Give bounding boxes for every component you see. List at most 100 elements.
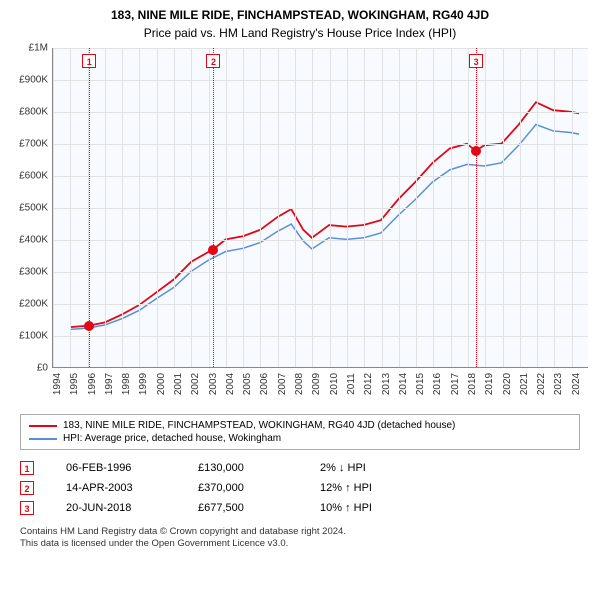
gridline-vertical xyxy=(191,48,192,367)
event-dot xyxy=(208,245,218,255)
x-tick-label: 2024 xyxy=(571,373,582,395)
y-tick-label: £1M xyxy=(29,43,48,54)
gridline-vertical xyxy=(416,48,417,367)
event-marker-box: 3 xyxy=(469,54,483,68)
gridline-vertical xyxy=(243,48,244,367)
legend-item: 183, NINE MILE RIDE, FINCHAMPSTEAD, WOKI… xyxy=(29,419,571,432)
x-tick-label: 1998 xyxy=(121,373,132,395)
gridline-vertical xyxy=(503,48,504,367)
gridline-horizontal xyxy=(53,272,588,273)
gridline-vertical xyxy=(485,48,486,367)
event-marker-box: 1 xyxy=(82,54,96,68)
gridline-vertical xyxy=(122,48,123,367)
x-tick-label: 2009 xyxy=(311,373,322,395)
event-row: 3 20-JUN-2018 £677,500 10% ↑ HPI xyxy=(20,498,580,518)
gridline-vertical xyxy=(295,48,296,367)
x-tick-label: 2022 xyxy=(536,373,547,395)
x-tick-label: 2015 xyxy=(415,373,426,395)
gridline-vertical xyxy=(382,48,383,367)
x-tick-label: 2011 xyxy=(346,373,357,395)
x-tick-label: 2007 xyxy=(277,373,288,395)
x-tick-label: 2020 xyxy=(502,373,513,395)
x-tick-label: 1996 xyxy=(87,373,98,395)
legend-swatch xyxy=(29,425,57,427)
gridline-vertical xyxy=(347,48,348,367)
x-tick-label: 2000 xyxy=(156,373,167,395)
gridline-vertical xyxy=(451,48,452,367)
gridline-vertical xyxy=(468,48,469,367)
y-tick-label: £300K xyxy=(19,267,48,278)
chart-subtitle: Price paid vs. HM Land Registry's House … xyxy=(8,26,592,40)
plot-area: 1 2 3 xyxy=(52,48,588,368)
x-tick-label: 2001 xyxy=(173,373,184,395)
x-tick-label: 2023 xyxy=(553,373,564,395)
gridline-horizontal xyxy=(53,304,588,305)
event-number-box: 1 xyxy=(20,461,34,475)
gridline-vertical xyxy=(209,48,210,367)
event-price: £370,000 xyxy=(198,482,288,494)
footer-attribution: Contains HM Land Registry data © Crown c… xyxy=(20,526,592,551)
gridline-vertical xyxy=(312,48,313,367)
gridline-horizontal xyxy=(53,80,588,81)
gridline-horizontal xyxy=(53,336,588,337)
legend-swatch xyxy=(29,438,57,440)
gridline-vertical xyxy=(260,48,261,367)
y-tick-label: £500K xyxy=(19,203,48,214)
gridline-vertical xyxy=(278,48,279,367)
y-tick-label: £900K xyxy=(19,75,48,86)
event-date: 20-JUN-2018 xyxy=(66,502,166,514)
x-tick-label: 2016 xyxy=(432,373,443,395)
gridline-vertical xyxy=(537,48,538,367)
gridline-horizontal xyxy=(53,48,588,49)
chart-title: 183, NINE MILE RIDE, FINCHAMPSTEAD, WOKI… xyxy=(8,8,592,22)
event-pct: 2% ↓ HPI xyxy=(320,462,430,474)
event-dot xyxy=(471,146,481,156)
legend-label: HPI: Average price, detached house, Woki… xyxy=(63,433,281,444)
event-pct: 10% ↑ HPI xyxy=(320,502,430,514)
x-tick-label: 2008 xyxy=(294,373,305,395)
y-tick-label: £600K xyxy=(19,171,48,182)
y-tick-label: £800K xyxy=(19,107,48,118)
y-tick-label: £100K xyxy=(19,331,48,342)
gridline-vertical xyxy=(330,48,331,367)
x-tick-label: 1997 xyxy=(104,373,115,395)
y-tick-label: £700K xyxy=(19,139,48,150)
event-row: 106-FEB-1996£130,0002% ↓ HPI xyxy=(20,458,580,478)
x-tick-label: 2017 xyxy=(450,373,461,395)
gridline-vertical xyxy=(174,48,175,367)
y-tick-label: £200K xyxy=(19,299,48,310)
gridline-vertical xyxy=(433,48,434,367)
y-tick-label: £0 xyxy=(37,363,48,374)
footer-line-2: This data is licensed under the Open Gov… xyxy=(20,538,592,550)
x-tick-label: 2004 xyxy=(225,373,236,395)
x-tick-label: 2003 xyxy=(208,373,219,395)
chart-area: £0 £100K £200K £300K £400K £500K £600K £700K £80… xyxy=(8,48,592,408)
gridline-vertical xyxy=(157,48,158,367)
events-table: 106-FEB-1996£130,0002% ↓ HPI214-APR-2003… xyxy=(20,458,580,518)
y-tick-label: £400K xyxy=(19,235,48,246)
x-tick-label: 2014 xyxy=(398,373,409,395)
gridline-vertical xyxy=(226,48,227,367)
event-dot xyxy=(84,321,94,331)
x-tick-label: 1999 xyxy=(138,373,149,395)
event-date: 14-APR-2003 xyxy=(66,482,166,494)
gridline-horizontal xyxy=(53,208,588,209)
legend: 183, NINE MILE RIDE, FINCHAMPSTEAD, WOKI… xyxy=(20,414,580,450)
event-price: £677,500 xyxy=(198,502,288,514)
gridline-horizontal xyxy=(53,240,588,241)
event-pct: 12% ↑ HPI xyxy=(320,482,430,494)
x-tick-label: 1994 xyxy=(52,373,63,395)
event-number-box: 3 xyxy=(20,501,34,515)
event-line xyxy=(213,48,214,367)
event-date: 06-FEB-1996 xyxy=(66,462,166,474)
x-tick-label: 2018 xyxy=(467,373,478,395)
gridline-vertical xyxy=(70,48,71,367)
event-row: 214-APR-2003£370,00012% ↑ HPI xyxy=(20,478,580,498)
legend-item: HPI: Average price, detached house, Woki… xyxy=(29,432,571,445)
gridline-vertical xyxy=(572,48,573,367)
x-tick-label: 2005 xyxy=(242,373,253,395)
gridline-vertical xyxy=(399,48,400,367)
x-tick-label: 2010 xyxy=(329,373,340,395)
gridline-horizontal xyxy=(53,144,588,145)
event-marker-box: 2 xyxy=(206,54,220,68)
